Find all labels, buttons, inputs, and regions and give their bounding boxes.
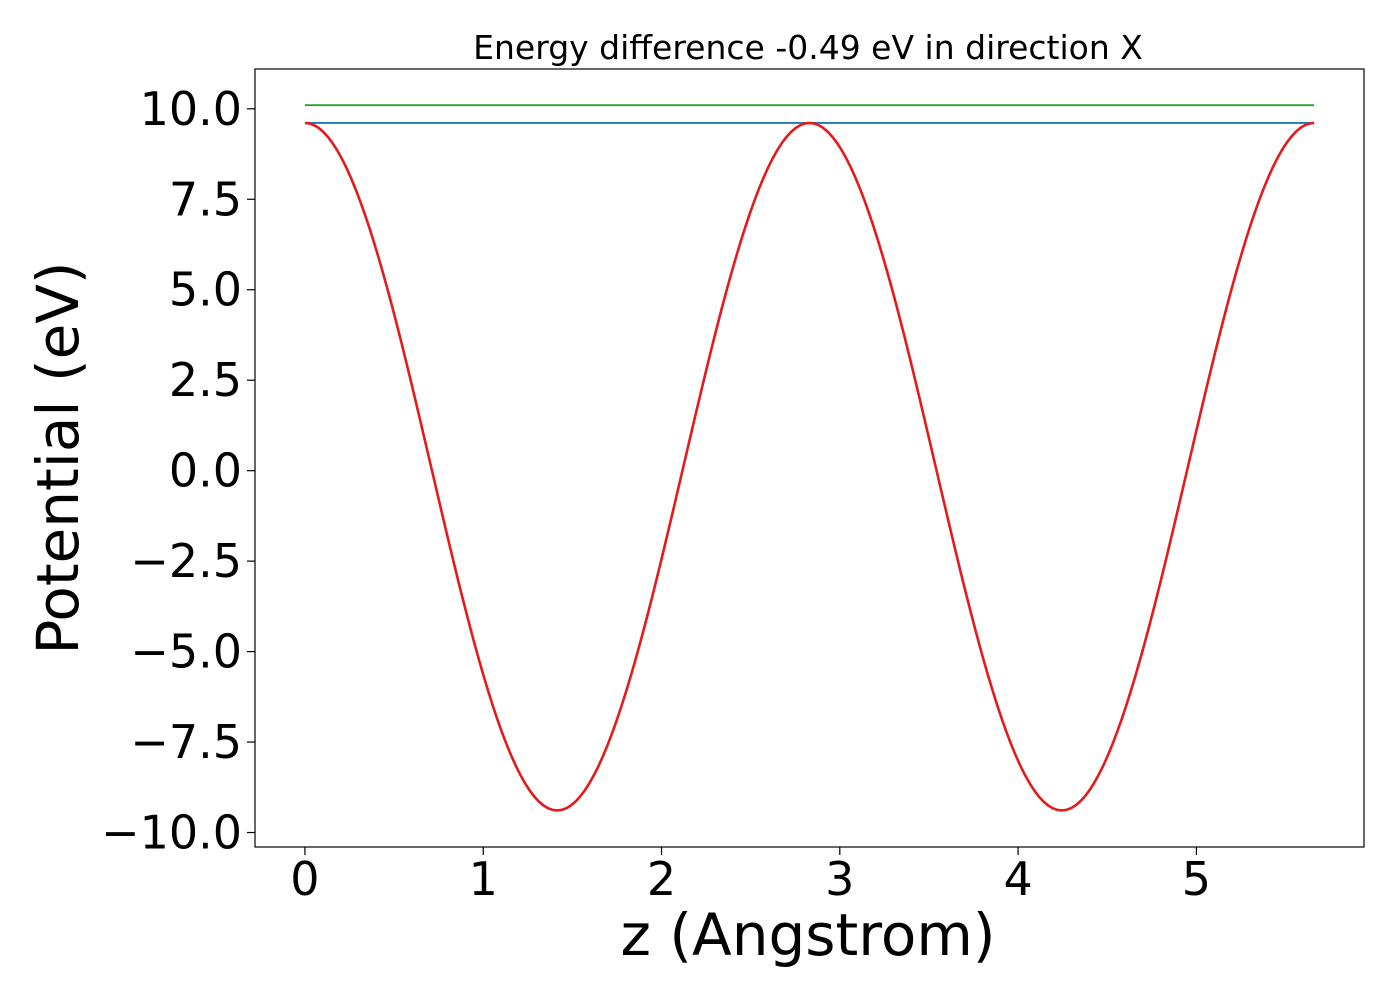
y-tick-label: 2.5 xyxy=(169,353,242,407)
y-axis-label: Potential (eV) xyxy=(24,261,92,654)
y-tick-label: −5.0 xyxy=(130,625,242,679)
y-axis-ticks: 10.0 7.5 5.0 2.5 0.0 −2.5 −5.0 −7.5 −10.0 xyxy=(101,82,255,860)
x-axis-ticks: 0 1 2 3 4 5 xyxy=(290,847,1211,906)
x-tick-label: 1 xyxy=(469,852,498,906)
x-tick-label: 3 xyxy=(825,852,854,906)
x-tick-label: 0 xyxy=(290,852,319,906)
y-tick-label: −7.5 xyxy=(130,715,242,769)
plot-frame xyxy=(254,68,1365,848)
plot-layer xyxy=(304,104,1315,812)
series-line-3 xyxy=(304,121,1315,812)
y-tick-label: −10.0 xyxy=(101,806,242,860)
y-tick-label: 7.5 xyxy=(169,172,242,226)
y-tick-label: 0.0 xyxy=(169,444,242,498)
x-axis-label: z (Angstrom) xyxy=(621,901,996,969)
x-tick-label: 4 xyxy=(1003,852,1032,906)
chart-title: Energy difference -0.49 eV in direction … xyxy=(473,28,1143,67)
y-tick-label: 5.0 xyxy=(169,263,242,317)
y-tick-label: 10.0 xyxy=(140,82,242,136)
x-tick-label: 2 xyxy=(647,852,676,906)
y-tick-label: −2.5 xyxy=(130,534,242,588)
x-tick-label: 5 xyxy=(1182,852,1211,906)
